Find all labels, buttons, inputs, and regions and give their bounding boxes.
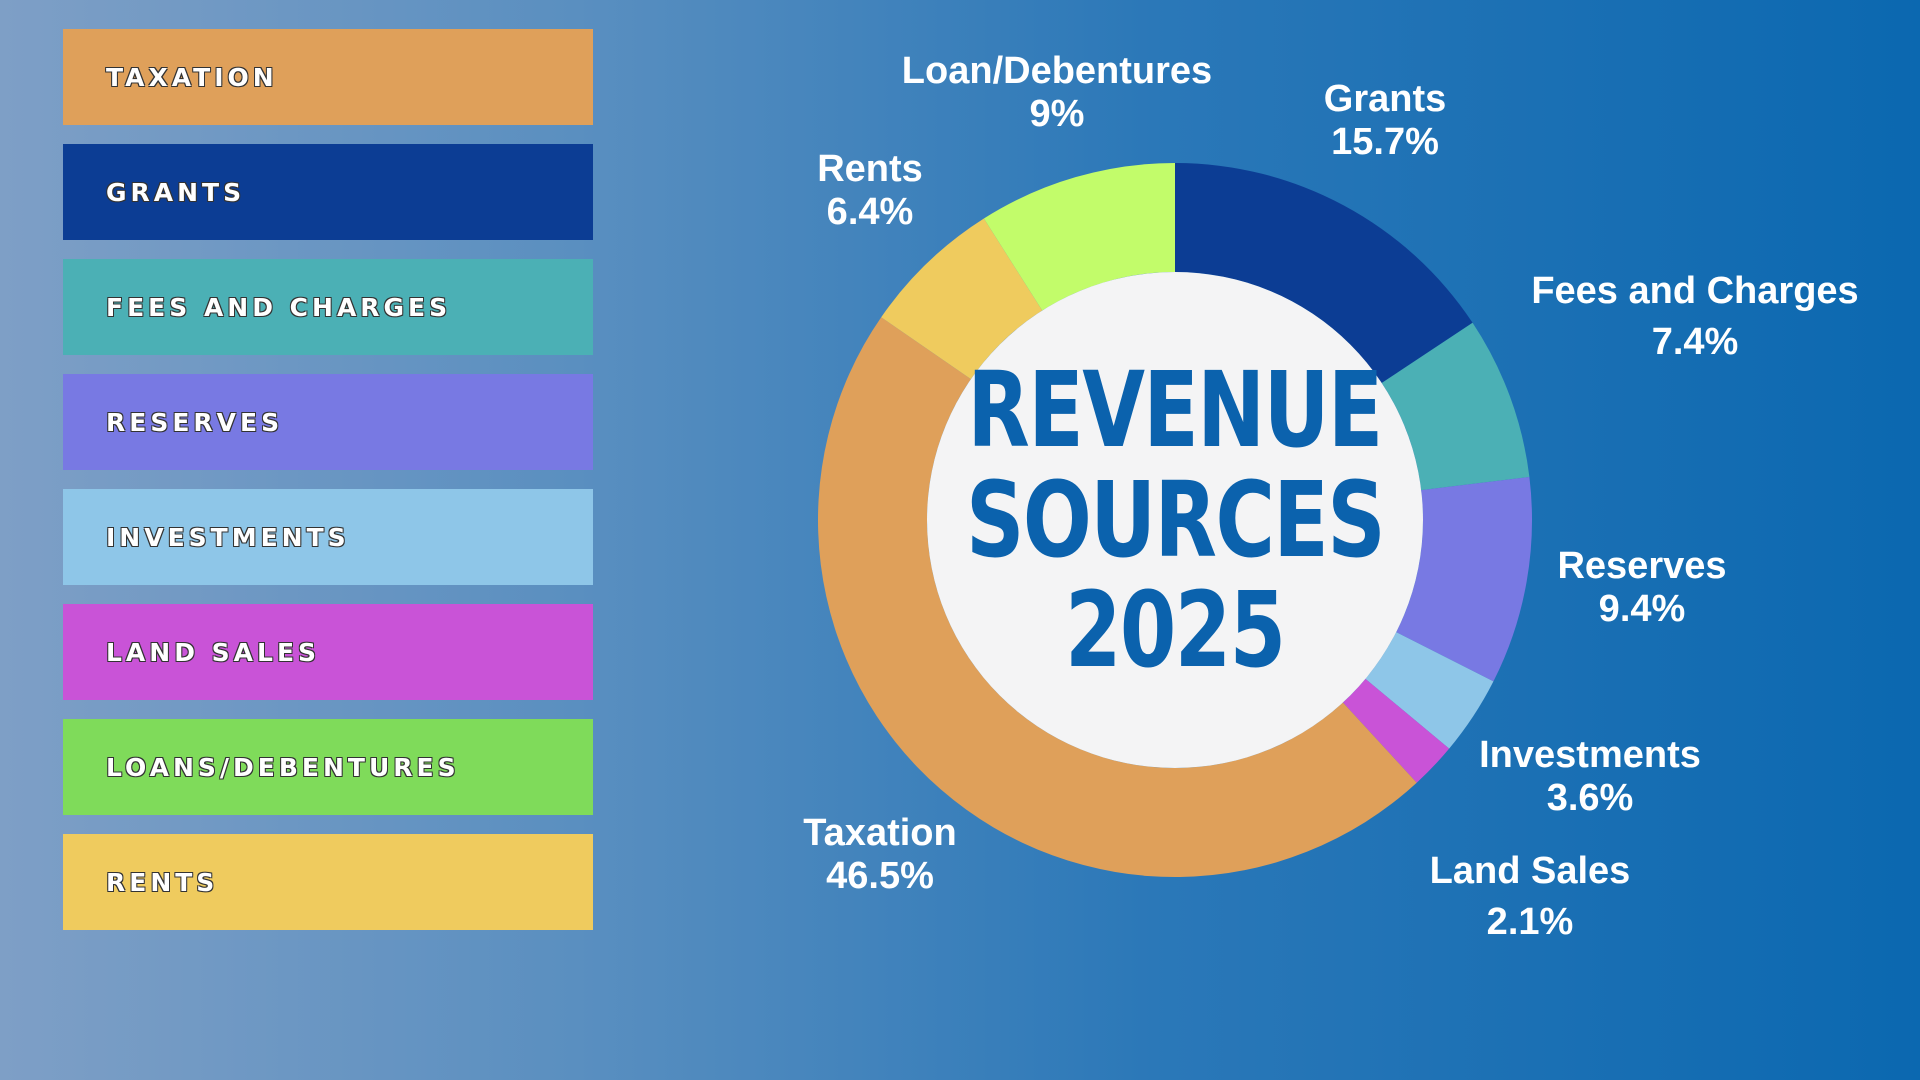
legend-item-rents: RENTS bbox=[63, 834, 593, 930]
slice-fees-and-charges bbox=[1381, 322, 1530, 491]
slice-investments bbox=[1365, 632, 1494, 749]
legend-label: LOANS/DEBENTURES bbox=[106, 752, 460, 782]
legend-item-investments: INVESTMENTS bbox=[63, 489, 593, 585]
label-reserves: Reserves 9.4% bbox=[1557, 545, 1726, 631]
legend: TAXATION GRANTS FEES AND CHARGES RESERVES IN… bbox=[63, 29, 593, 949]
title-line-2: SOURCES bbox=[965, 459, 1386, 581]
slice-name: Taxation bbox=[803, 812, 957, 854]
slice-name: Land Sales bbox=[1429, 850, 1631, 892]
slice-name: Reserves bbox=[1557, 545, 1727, 587]
legend-label: FEES AND CHARGES bbox=[106, 292, 452, 322]
legend-item-taxation: TAXATION bbox=[63, 29, 593, 125]
slice-taxation bbox=[817, 317, 1417, 878]
slice-grants bbox=[1175, 163, 1473, 383]
slice-name: Fees and Charges bbox=[1531, 270, 1859, 312]
slice-percent: 9% bbox=[1029, 93, 1085, 135]
slice-name: Grants bbox=[1323, 78, 1447, 120]
slice-name: Investments bbox=[1479, 734, 1701, 776]
slice-percent: 7.4% bbox=[1651, 321, 1739, 363]
label-rents: Rents 6.4% bbox=[817, 148, 923, 234]
label-investments: Investments 3.6% bbox=[1479, 734, 1701, 820]
slice-percent: 2.1% bbox=[1486, 901, 1574, 943]
legend-label: RESERVES bbox=[106, 407, 284, 437]
label-fees-and-charges: Fees and Charges 7.4% bbox=[1531, 270, 1858, 364]
slice-rents bbox=[881, 218, 1043, 380]
title-line-1: REVENUE bbox=[967, 349, 1384, 471]
chart-title: REVENUE SOURCES 2025 bbox=[927, 272, 1423, 768]
legend-label: RENTS bbox=[106, 867, 219, 897]
slice-percent: 9.4% bbox=[1598, 588, 1686, 630]
label-land-sales: Land Sales 2.1% bbox=[1430, 850, 1631, 944]
slice-reserves bbox=[1396, 476, 1533, 682]
legend-item-fees-and-charges: FEES AND CHARGES bbox=[63, 259, 593, 355]
donut-center bbox=[927, 272, 1423, 768]
slice-percent: 3.6% bbox=[1546, 777, 1634, 819]
label-taxation: Taxation 46.5% bbox=[803, 812, 956, 898]
label-grants: Grants 15.7% bbox=[1324, 78, 1446, 164]
slice-name: Rents bbox=[817, 148, 923, 190]
slice-land-sales bbox=[1342, 678, 1450, 783]
legend-label: GRANTS bbox=[106, 177, 246, 207]
slice-name: Loan/Debentures bbox=[901, 50, 1213, 92]
title-line-3: 2025 bbox=[1065, 569, 1286, 691]
slice-loan-debentures bbox=[983, 163, 1175, 311]
legend-item-reserves: RESERVES bbox=[63, 374, 593, 470]
legend-item-loans-debentures: LOANS/DEBENTURES bbox=[63, 719, 593, 815]
slice-percent: 6.4% bbox=[826, 191, 914, 233]
legend-label: LAND SALES bbox=[106, 637, 321, 667]
label-loan-debentures: Loan/Debentures 9% bbox=[902, 50, 1212, 136]
legend-label: INVESTMENTS bbox=[106, 522, 350, 552]
legend-label: TAXATION bbox=[106, 62, 278, 92]
legend-item-land-sales: LAND SALES bbox=[63, 604, 593, 700]
slice-percent: 46.5% bbox=[826, 855, 934, 897]
slice-percent: 15.7% bbox=[1331, 121, 1439, 163]
legend-item-grants: GRANTS bbox=[63, 144, 593, 240]
